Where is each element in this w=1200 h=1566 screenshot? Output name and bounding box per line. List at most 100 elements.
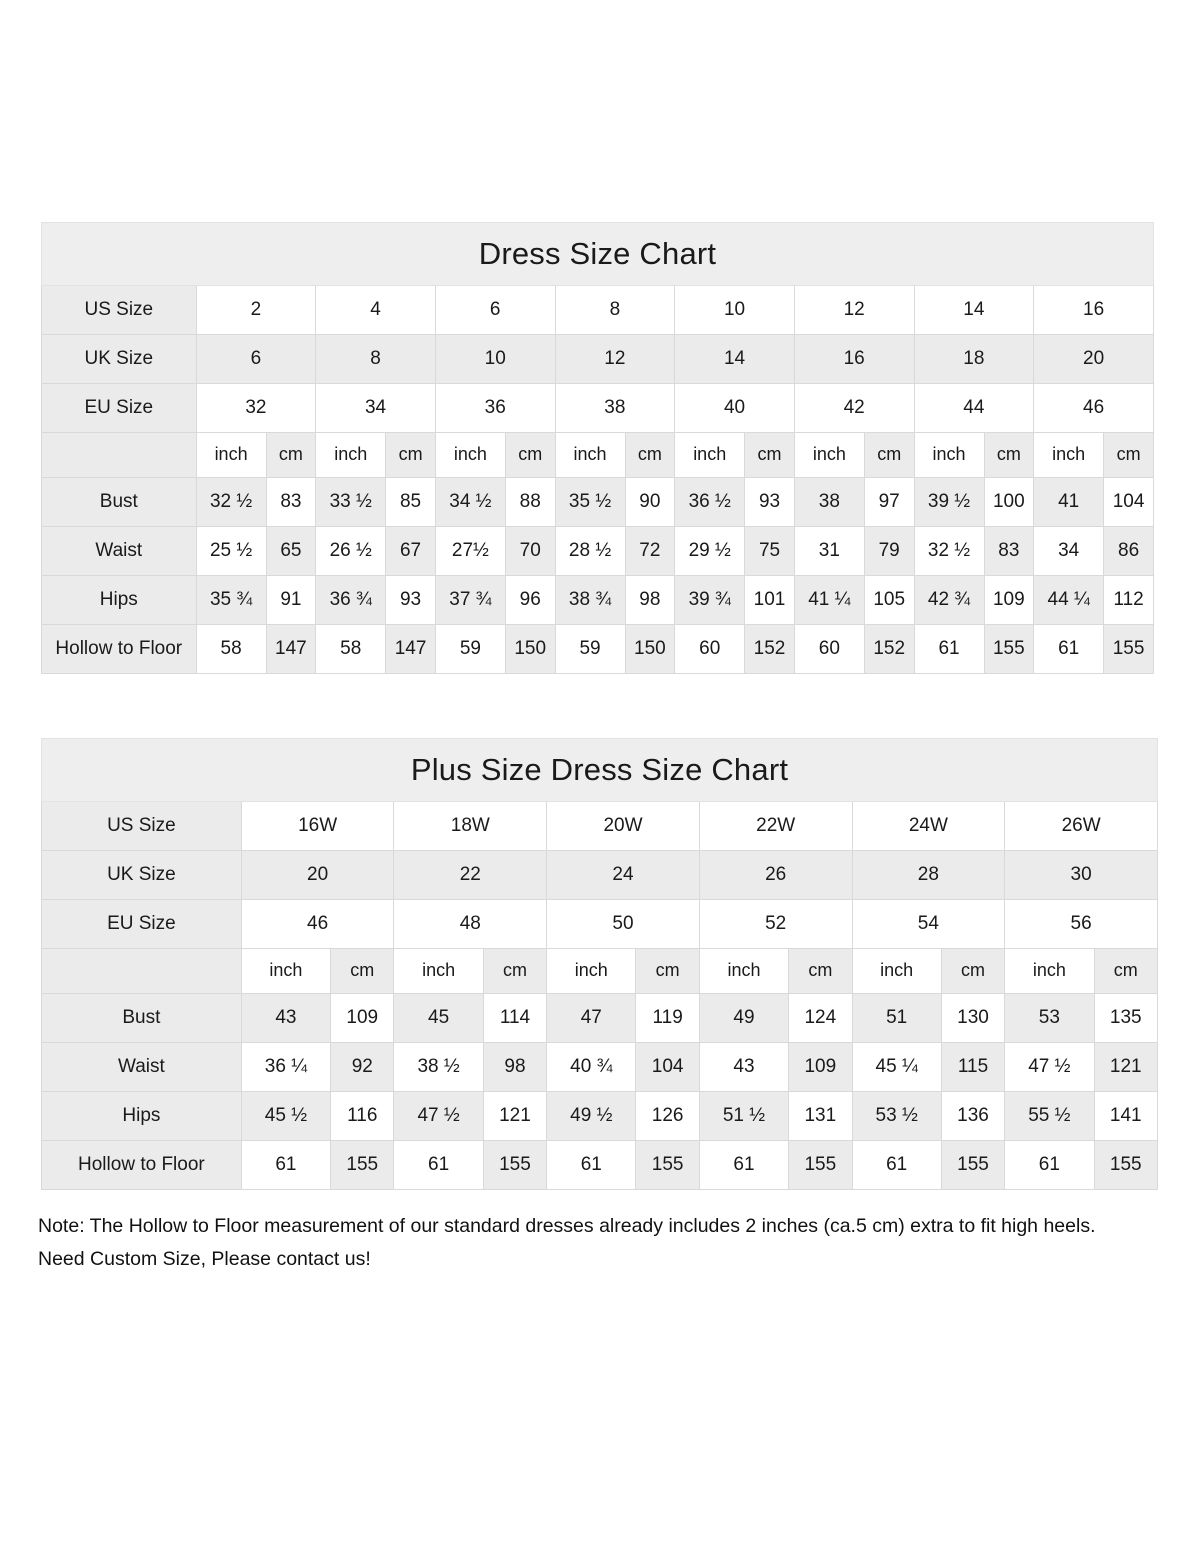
plus-size-dress-size-chart-container: Plus Size Dress Size Chart US Size 16W 18W 2… <box>41 738 1159 1190</box>
measurement-value-cell: 28 ½ <box>554 526 626 576</box>
measurement-value-cell: 67 <box>385 526 436 576</box>
size-value-cell: 8 <box>554 285 676 335</box>
row-label-bust: Bust <box>41 477 197 527</box>
measurement-value-cell: 61 <box>851 1140 942 1190</box>
size-value-cell: 40 <box>674 383 795 433</box>
measurement-value-cell: 25 ½ <box>195 526 267 576</box>
measurement-value-cell: 141 <box>1093 1091 1159 1141</box>
measurement-value-cell: 43 <box>698 1042 790 1092</box>
measurement-value-cell: 104 <box>1103 477 1154 527</box>
row-label-waist: Waist <box>41 526 197 576</box>
measurement-value-cell: 114 <box>482 993 548 1043</box>
measurement-value-cell: 96 <box>504 575 556 625</box>
unit-header-inch: inch <box>546 948 637 994</box>
unit-header-cm: cm <box>1103 432 1154 478</box>
measurement-value-cell: 101 <box>744 575 795 625</box>
measurement-value-cell: 88 <box>504 477 556 527</box>
measurement-row: Bust 43 109 45 114 47 119 49 124 51 130 53 135 <box>41 993 1159 1043</box>
size-value-cell: 34 <box>315 383 436 433</box>
measurement-value-cell: 53 <box>1004 993 1095 1043</box>
unit-header-cm: cm <box>504 432 556 478</box>
unit-row-spacer <box>41 432 197 478</box>
measurement-value-cell: 83 <box>983 526 1035 576</box>
measurement-value-cell: 155 <box>635 1140 700 1190</box>
size-row: EU Size 32 34 36 38 40 42 44 46 <box>41 383 1154 433</box>
size-value-cell: 12 <box>554 334 676 384</box>
size-row: EU Size 46 48 50 52 54 56 <box>41 899 1158 949</box>
measurement-value-cell: 126 <box>635 1091 700 1141</box>
measurement-value-cell: 41 ¼ <box>793 575 865 625</box>
measurement-row: Waist 36 ¼ 92 38 ½ 98 40 ¾ 104 43 109 45 ¼ 115 47 ½… <box>41 1042 1159 1092</box>
size-value-cell: 14 <box>674 334 795 384</box>
size-value-cell: 26 <box>698 850 853 900</box>
row-label-us-size: US Size <box>41 801 242 851</box>
measurement-value-cell: 60 <box>793 624 865 674</box>
unit-header-row: inch cm inch cm inch cm inch cm inch cm inch cm <box>41 948 1159 994</box>
measurement-value-cell: 135 <box>1093 993 1159 1043</box>
measurement-value-cell: 92 <box>330 1042 395 1092</box>
unit-header-cm: cm <box>635 948 700 994</box>
size-value-cell: 20 <box>240 850 395 900</box>
row-label-hips: Hips <box>41 575 197 625</box>
measurement-value-cell: 36 ¾ <box>315 575 387 625</box>
measurement-value-cell: 93 <box>744 477 795 527</box>
measurement-value-cell: 58 <box>195 624 267 674</box>
measurement-value-cell: 155 <box>788 1140 853 1190</box>
measurement-value-cell: 37 ¾ <box>434 575 506 625</box>
size-value-cell: 16W <box>240 801 395 851</box>
size-value-cell: 32 <box>195 383 317 433</box>
size-value-cell: 2 <box>195 285 317 335</box>
size-row: US Size 16W 18W 20W 22W 24W 26W <box>41 801 1158 851</box>
measurement-row: Hollow to Floor 58 147 58 147 59 150 59 150 60 152… <box>41 624 1154 674</box>
measurement-value-cell: 155 <box>1103 624 1154 674</box>
size-value-cell: 54 <box>851 899 1006 949</box>
measurement-value-cell: 38 ½ <box>393 1042 484 1092</box>
measurement-value-cell: 36 ¼ <box>240 1042 332 1092</box>
measurement-value-cell: 59 <box>554 624 626 674</box>
unit-header-inch: inch <box>554 432 626 478</box>
unit-header-cm: cm <box>1093 948 1159 994</box>
size-value-cell: 8 <box>315 334 436 384</box>
measurement-value-cell: 47 <box>546 993 637 1043</box>
measurement-value-cell: 104 <box>635 1042 700 1092</box>
measurement-value-cell: 83 <box>265 477 317 527</box>
unit-header-inch: inch <box>793 432 865 478</box>
size-value-cell: 20W <box>546 801 700 851</box>
unit-header-cm: cm <box>330 948 395 994</box>
measurement-value-cell: 100 <box>983 477 1035 527</box>
chart-title: Plus Size Dress Size Chart <box>41 738 1158 802</box>
measurement-value-cell: 33 ½ <box>315 477 387 527</box>
measurement-value-cell: 72 <box>624 526 676 576</box>
size-row: UK Size 6 8 10 12 14 16 18 20 <box>41 334 1154 384</box>
dress-size-chart-table: Dress Size Chart US Size 2 4 6 8 10 12 14 16 UK Si… <box>41 222 1154 674</box>
measurement-value-cell: 36 ½ <box>674 477 746 527</box>
size-row: UK Size 20 22 24 26 28 30 <box>41 850 1158 900</box>
measurement-value-cell: 115 <box>940 1042 1006 1092</box>
measurement-value-cell: 26 ½ <box>315 526 387 576</box>
measurement-value-cell: 93 <box>385 575 436 625</box>
size-value-cell: 44 <box>913 383 1035 433</box>
size-value-cell: 56 <box>1004 899 1158 949</box>
measurement-value-cell: 47 ½ <box>1004 1042 1095 1092</box>
unit-header-cm: cm <box>482 948 548 994</box>
unit-header-inch: inch <box>1004 948 1095 994</box>
unit-header-row: inch cm inch cm inch cm inch cm inch cm inch cm inch… <box>41 432 1154 478</box>
row-label-hollow-to-floor: Hollow to Floor <box>41 624 197 674</box>
unit-header-cm: cm <box>385 432 436 478</box>
measurement-value-cell: 121 <box>482 1091 548 1141</box>
measurement-value-cell: 155 <box>482 1140 548 1190</box>
measurement-value-cell: 116 <box>330 1091 395 1141</box>
size-value-cell: 10 <box>434 334 556 384</box>
measurement-value-cell: 130 <box>940 993 1006 1043</box>
size-value-cell: 6 <box>434 285 556 335</box>
dress-size-chart-container: Dress Size Chart US Size 2 4 6 8 10 12 14 16 UK Si… <box>41 222 1154 674</box>
row-label-hollow-to-floor: Hollow to Floor <box>41 1140 242 1190</box>
measurement-value-cell: 109 <box>983 575 1035 625</box>
measurement-value-cell: 32 ½ <box>195 477 267 527</box>
size-value-cell: 36 <box>434 383 556 433</box>
unit-row-spacer <box>41 948 242 994</box>
note-block: Note: The Hollow to Floor measurement of… <box>38 1210 1148 1276</box>
measurement-value-cell: 38 <box>793 477 865 527</box>
measurement-value-cell: 58 <box>315 624 387 674</box>
